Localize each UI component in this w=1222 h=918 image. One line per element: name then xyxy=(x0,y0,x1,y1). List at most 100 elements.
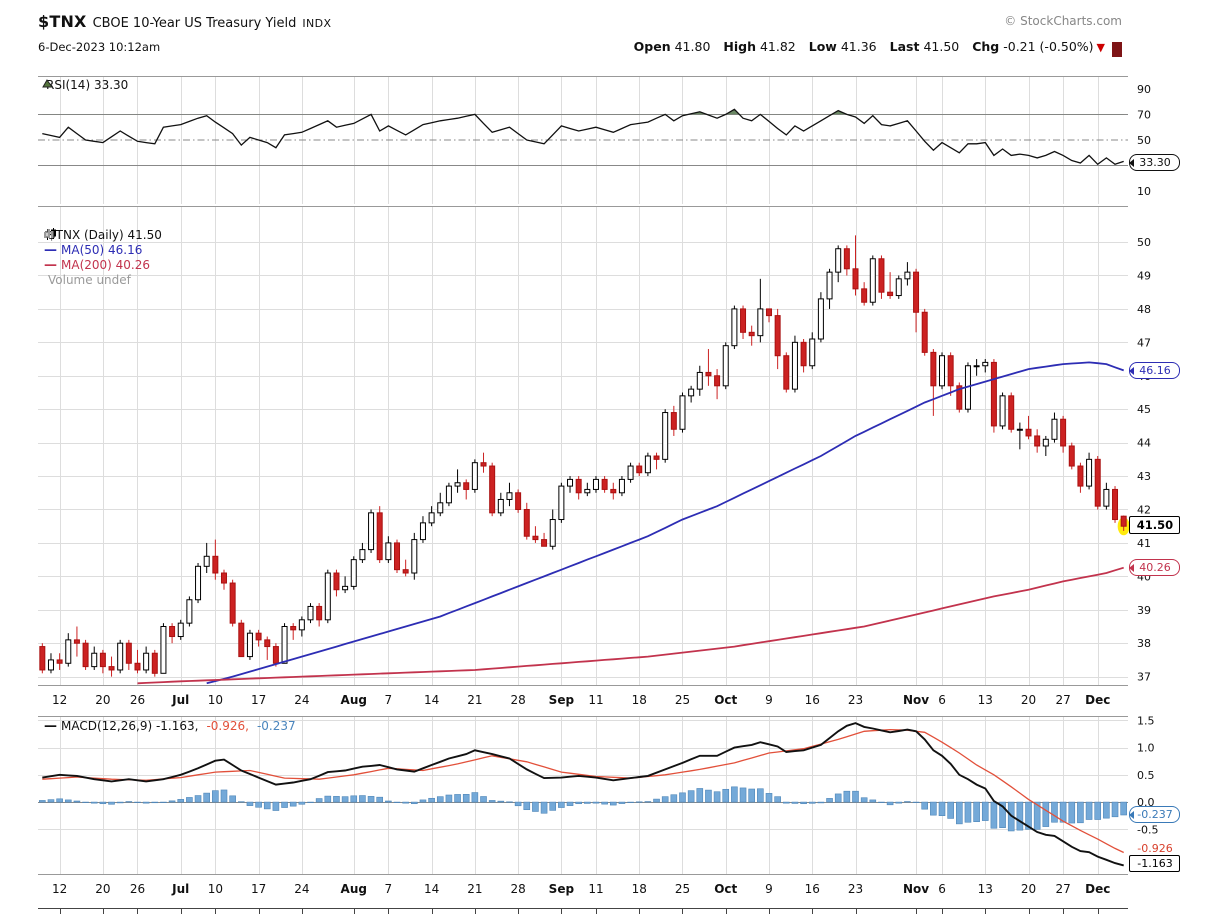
price-gridlines xyxy=(38,242,1128,678)
candle xyxy=(791,341,798,390)
x-axis-label: 25 xyxy=(675,693,690,707)
x-axis-label: 23 xyxy=(848,882,863,896)
hist-bar xyxy=(964,801,972,823)
candle xyxy=(1042,438,1049,447)
x-axis-label: 21 xyxy=(467,882,482,896)
candle xyxy=(1077,465,1084,487)
hist-bar xyxy=(523,801,531,811)
ma200-legend-label: MA(200) 40.26 xyxy=(61,258,150,272)
candle xyxy=(523,508,530,537)
candle xyxy=(558,485,565,521)
hist-bar xyxy=(263,801,271,810)
candlestick-series xyxy=(39,235,1130,677)
candle xyxy=(419,522,426,541)
stockcharts-credit: © StockCharts.com xyxy=(1004,14,1122,28)
candle xyxy=(809,338,816,367)
x-axis-label: Oct xyxy=(714,693,737,707)
y-axis-label: 10 xyxy=(1137,185,1151,198)
candle xyxy=(679,395,686,430)
hist-bar xyxy=(393,801,401,803)
candle xyxy=(290,625,297,631)
hist-bar xyxy=(886,801,894,806)
x-axis-label: 20 xyxy=(1021,882,1036,896)
candle xyxy=(1086,458,1093,487)
hist-bar xyxy=(627,801,634,803)
volume-legend-label: Volume undef xyxy=(48,273,131,287)
candle xyxy=(757,308,764,337)
candle xyxy=(220,572,227,584)
candle xyxy=(861,288,868,303)
x-axis-label: 16 xyxy=(805,882,820,896)
hist-bar xyxy=(791,801,799,804)
hist-bar xyxy=(999,801,1006,828)
hist-bar xyxy=(151,801,159,804)
hist-bar xyxy=(782,801,790,804)
candle xyxy=(255,632,262,641)
hist-bar xyxy=(1077,801,1084,824)
x-axis-label: 11 xyxy=(588,882,603,896)
hist-bar xyxy=(315,798,323,803)
candle xyxy=(618,478,625,494)
x-axis-label: 13 xyxy=(978,693,993,707)
x-axis-label: 20 xyxy=(95,693,110,707)
macd-signal xyxy=(42,728,1124,854)
candle xyxy=(947,355,954,387)
hist-bar xyxy=(411,801,418,805)
candle xyxy=(817,298,824,340)
hist-bar xyxy=(1085,801,1093,820)
candle xyxy=(515,492,522,510)
candle xyxy=(368,512,375,551)
candle xyxy=(1103,488,1110,507)
x-axis-label: 28 xyxy=(510,693,525,707)
candle xyxy=(999,395,1006,427)
hist-bar xyxy=(307,801,314,803)
candle xyxy=(740,308,747,333)
hist-bar xyxy=(125,801,133,803)
hist-bar xyxy=(912,801,920,803)
x-axis-label: Oct xyxy=(714,882,737,896)
down-triangle-icon: ▼ xyxy=(1096,41,1105,54)
x-axis-label: Sep xyxy=(549,693,575,707)
candle xyxy=(1008,395,1015,430)
x-axis-label: 11 xyxy=(588,693,603,707)
candle xyxy=(532,535,539,541)
candle xyxy=(376,512,383,561)
hist-bar xyxy=(73,800,81,803)
hist-bar xyxy=(428,797,435,803)
hist-bar xyxy=(471,792,479,803)
candle xyxy=(203,555,210,567)
chg-label: Chg xyxy=(972,39,1000,54)
candle xyxy=(480,462,487,467)
candle xyxy=(688,388,695,397)
x-axis-label: Jul xyxy=(171,882,189,896)
hist-bar xyxy=(1059,801,1067,823)
y-axis-label: 43 xyxy=(1137,470,1151,483)
x-axis-label: 27 xyxy=(1055,693,1070,707)
macd-line-badge: -1.163 xyxy=(1129,855,1180,872)
candle xyxy=(272,646,279,664)
macd-line xyxy=(42,722,1124,867)
candle xyxy=(662,412,669,460)
hist-bar xyxy=(748,788,755,803)
vertical-gridlines xyxy=(60,76,1099,874)
hist-bar xyxy=(601,801,608,805)
candle xyxy=(939,355,946,387)
hist-bar xyxy=(696,788,704,803)
hist-bar xyxy=(1016,801,1024,831)
hist-bar xyxy=(186,797,193,803)
candle xyxy=(1016,428,1023,431)
hist-bar xyxy=(713,791,721,803)
hist-bar xyxy=(921,801,929,810)
y-axis-label: 70 xyxy=(1137,108,1151,121)
chart-datetime: 6-Dec-2023 10:12am xyxy=(38,40,161,54)
candle xyxy=(342,585,349,591)
hist-bar xyxy=(1111,801,1119,818)
chg-marker xyxy=(1112,42,1122,57)
candle xyxy=(437,502,444,514)
candle xyxy=(264,639,271,648)
hist-bar xyxy=(237,801,245,803)
candle xyxy=(592,478,599,490)
x-axis-label: Aug xyxy=(341,693,367,707)
x-axis-label: 26 xyxy=(130,882,145,896)
